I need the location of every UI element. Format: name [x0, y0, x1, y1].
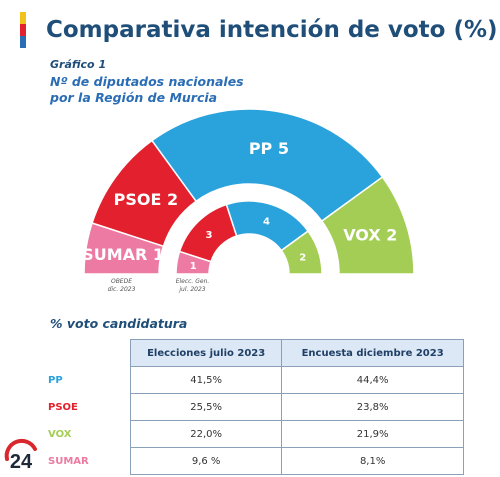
seat-label-pp: PP 5: [249, 139, 289, 158]
vote-table-header: Encuesta diciembre 2023: [281, 339, 464, 367]
seat-segment-pp: [150, 108, 384, 223]
seat-label-sumar: 1: [190, 261, 197, 272]
table-row: PP 41,5% 44,4%: [30, 366, 464, 394]
hemicycle-caption: Elecc. Gen.: [176, 278, 210, 285]
party-label: PP: [48, 374, 63, 386]
party-label: SUMAR: [48, 455, 89, 467]
seat-label-psoe: PSOE 2: [114, 190, 178, 209]
seat-segment-vox: [320, 175, 415, 275]
page-title: Comparativa intención de voto (%): [46, 17, 498, 43]
figure-label: Gráfico 1: [50, 58, 107, 71]
vote-table-header: Elecciones julio 2023: [129, 339, 283, 367]
table-row: VOX 22,0% 21,9%: [30, 420, 464, 448]
title-accent-bar: [20, 12, 26, 48]
table-cell: 22,0%: [129, 420, 283, 448]
seat-label-sumar: SUMAR 1: [82, 245, 164, 264]
table-cell: 25,5%: [129, 393, 283, 421]
table-row: PSOE 25,5% 23,8%: [30, 393, 464, 421]
hemicycle-caption: OBEDE: [111, 278, 132, 285]
table-cell: 44,4%: [281, 366, 464, 394]
vote-table-title: % voto candidatura: [50, 316, 188, 331]
hemicycle-caption: dic. 2023: [108, 286, 136, 293]
brand-logo: 24: [2, 437, 42, 473]
table-cell: 21,9%: [281, 420, 464, 448]
party-label: PSOE: [48, 401, 78, 413]
seat-label-vox: VOX 2: [343, 226, 397, 245]
chart-subtitle: Nº de diputados nacionales por la Región…: [50, 74, 244, 106]
seat-label-vox: 2: [299, 253, 306, 264]
brand-logo-mark: 24: [4, 438, 37, 473]
seat-label-psoe: 3: [206, 230, 213, 241]
chart-subtitle-line2: por la Región de Murcia: [50, 90, 218, 105]
seat-segment-vox: [280, 230, 323, 275]
party-label: VOX: [48, 428, 72, 440]
vote-table: Elecciones julio 2023 Encuesta diciembre…: [30, 339, 464, 475]
hemicycle-caption: jul. 2023: [178, 286, 205, 293]
brand-logo-text: 24: [10, 451, 33, 473]
table-cell: 23,8%: [281, 393, 464, 421]
chart-subtitle-line1: Nº de diputados nacionales: [50, 74, 244, 89]
seat-label-pp: 4: [263, 216, 270, 227]
table-cell: 9,6 %: [129, 447, 283, 475]
table-row: SUMAR 9,6 % 8,1%: [30, 447, 464, 475]
vote-table-corner: [30, 340, 131, 367]
vote-table-header-row: Elecciones julio 2023 Encuesta diciembre…: [30, 339, 464, 367]
table-cell: 41,5%: [129, 366, 283, 394]
table-cell: 8,1%: [281, 447, 464, 475]
